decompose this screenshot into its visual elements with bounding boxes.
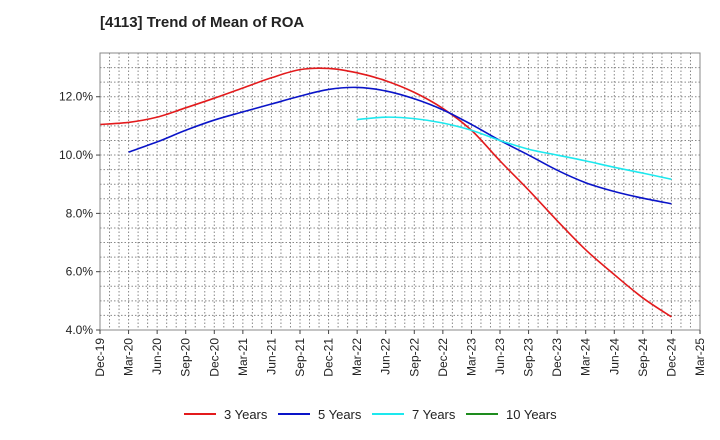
- x-tick-label: Jun-21: [264, 338, 278, 375]
- x-tick-label: Mar-24: [579, 338, 593, 376]
- x-tick-label: Jun-24: [607, 338, 621, 375]
- x-tick-label: Mar-21: [236, 338, 250, 376]
- legend-label-5-years: 5 Years: [318, 407, 362, 422]
- y-tick-label: 8.0%: [66, 206, 94, 220]
- x-tick-label: Sep-20: [179, 338, 193, 377]
- x-tick-label: Jun-23: [493, 338, 507, 375]
- y-tick-label: 10.0%: [59, 148, 93, 162]
- legend-label-3-years: 3 Years: [224, 407, 268, 422]
- legend: 3 Years 5 Years 7 Years 10 Years: [184, 407, 557, 422]
- x-tick-label: Dec-24: [664, 338, 678, 377]
- x-tick-label: Mar-22: [350, 338, 364, 376]
- x-tick-label: Dec-19: [93, 338, 107, 377]
- x-tick-label: Dec-22: [436, 338, 450, 377]
- y-tick-label: 12.0%: [59, 90, 93, 104]
- x-tick-label: Dec-20: [207, 338, 221, 377]
- legend-label-10-years: 10 Years: [506, 407, 557, 422]
- series-line-7-years: [357, 116, 672, 181]
- x-tick-label: Dec-21: [322, 338, 336, 377]
- x-tick-label: Sep-21: [293, 338, 307, 377]
- plot-frame: [99, 52, 701, 331]
- chart-title: [4113] Trend of Mean of ROA: [100, 14, 305, 31]
- x-tick-label: Mar-20: [122, 338, 136, 376]
- series-line-5-years: [128, 86, 672, 205]
- y-tick-label: 4.0%: [66, 323, 94, 337]
- x-tick-label: Mar-25: [693, 338, 707, 376]
- series-lines: [99, 67, 672, 318]
- x-tick-label: Dec-23: [550, 338, 564, 377]
- axes: 4.0% 6.0% 8.0% 10.0% 12.0% Dec-19 Mar-20 Jun-20…: [59, 90, 707, 377]
- x-tick-label: Mar-23: [464, 338, 478, 376]
- series-line-3-years: [99, 67, 672, 318]
- legend-label-7-years: 7 Years: [412, 407, 456, 422]
- x-tick-label: Sep-24: [636, 338, 650, 377]
- x-tick-label: Jun-20: [150, 338, 164, 375]
- y-tick-label: 6.0%: [66, 265, 94, 279]
- x-tick-label: Sep-22: [407, 338, 421, 377]
- x-tick-label: Sep-23: [522, 338, 536, 377]
- x-tick-label: Jun-22: [379, 338, 393, 375]
